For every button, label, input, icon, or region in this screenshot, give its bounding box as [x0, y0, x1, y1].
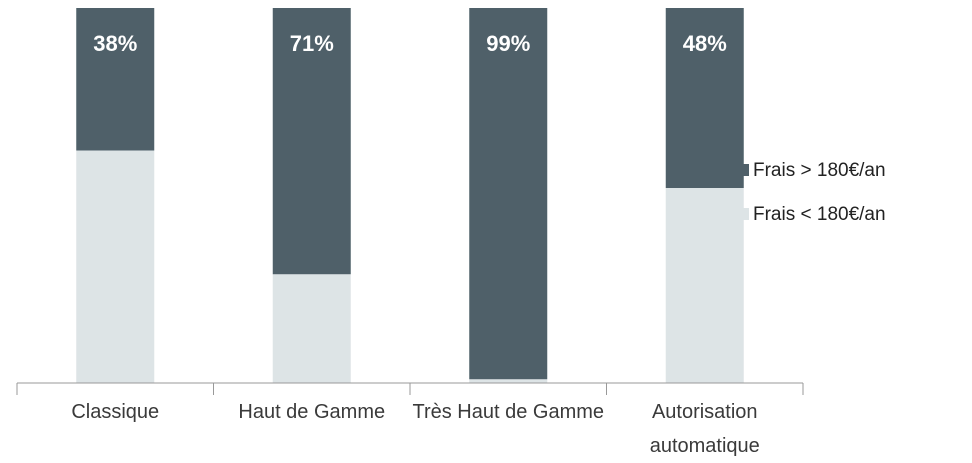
bar-segment: [76, 8, 155, 151]
legend-swatch: [737, 208, 749, 220]
value-label: 71%: [290, 31, 334, 56]
x-tick-label: Autorisation automatique: [649, 401, 760, 457]
value-label: 99%: [486, 31, 530, 56]
bar-segment: [76, 150, 155, 383]
bar-segment: [665, 8, 744, 188]
legend-label: Frais < 180€/an: [753, 204, 886, 225]
x-tick-label: Haut de Gamme: [238, 401, 386, 423]
x-tick-label: Classique: [71, 401, 160, 423]
value-label: 48%: [683, 31, 727, 56]
bar-segment: [665, 188, 744, 383]
bar-segment: [272, 274, 351, 383]
x-tick-label: Très Haut de Gamme: [412, 401, 605, 423]
legend-swatch: [737, 164, 749, 176]
value-label: 38%: [93, 31, 137, 56]
bar-segment: [469, 379, 548, 383]
legend-label: Frais > 180€/an: [753, 160, 886, 181]
bar-segment: [272, 8, 351, 275]
bar-segment: [469, 8, 548, 380]
